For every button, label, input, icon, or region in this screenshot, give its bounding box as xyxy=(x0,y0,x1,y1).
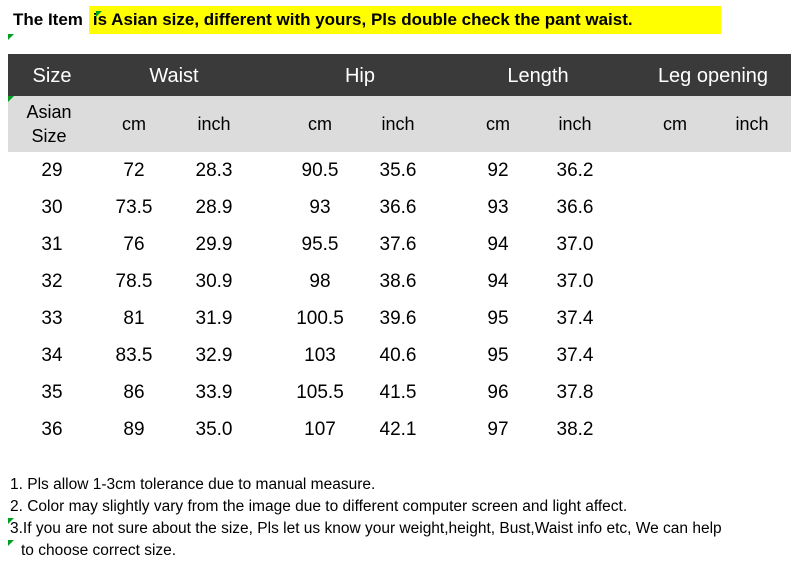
cell-hip-inch: 37.6 xyxy=(379,234,417,255)
cell-hip-inch: 41.5 xyxy=(379,382,417,403)
size-table-header: Size Waist Hip Length Leg opening xyxy=(8,54,791,96)
cell-hip-cm: 95.5 xyxy=(301,234,339,255)
cell-waist-cm: 83.5 xyxy=(115,345,153,366)
table-row: 32 78.5 30.9 98 38.6 94 37.0 xyxy=(8,263,791,300)
cell-waist-inch: 32.9 xyxy=(195,345,233,366)
cell-length-inch: 38.2 xyxy=(556,419,594,440)
cell-waist-inch: 29.9 xyxy=(195,234,233,255)
cell-waist-cm: 89 xyxy=(123,419,145,440)
cell-hip-inch: 35.6 xyxy=(379,160,417,181)
header-size: Size xyxy=(32,65,72,87)
subheader-hip-inch: inch xyxy=(381,114,415,134)
note-tolerance: 1. Pls allow 1-3cm tolerance due to manu… xyxy=(10,476,376,493)
cell-length-inch: 36.6 xyxy=(556,197,594,218)
cell-waist-cm: 86 xyxy=(123,382,145,403)
subheader-leg-cm: cm xyxy=(663,114,687,134)
cell-size: 32 xyxy=(41,271,63,292)
cell-hip-cm: 100.5 xyxy=(296,308,344,329)
cell-hip-inch: 36.6 xyxy=(379,197,417,218)
table-row: 33 81 31.9 100.5 39.6 95 37.4 xyxy=(8,300,791,337)
note-size-help-continued: to choose correct size. xyxy=(21,542,177,559)
cell-hip-inch: 40.6 xyxy=(379,345,417,366)
table-row: 31 76 29.9 95.5 37.6 94 37.0 xyxy=(8,226,791,263)
cell-length-cm: 97 xyxy=(487,419,509,440)
cell-waist-cm: 72 xyxy=(123,160,145,181)
cell-length-inch: 37.0 xyxy=(556,234,594,255)
cell-length-inch: 37.4 xyxy=(556,345,594,366)
subheader-length-cm: cm xyxy=(486,114,510,134)
note-size-help: 3.If you are not sure about the size, Pl… xyxy=(10,520,722,537)
cell-waist-inch: 30.9 xyxy=(195,271,233,292)
header-waist: Waist xyxy=(149,65,199,87)
cell-size: 34 xyxy=(41,345,63,366)
cell-waist-cm: 81 xyxy=(123,308,145,329)
cell-size: 36 xyxy=(41,419,63,440)
table-row: 35 86 33.9 105.5 41.5 96 37.8 xyxy=(8,374,791,411)
subheader-length-inch: inch xyxy=(558,114,592,134)
cell-hip-inch: 38.6 xyxy=(379,271,417,292)
cell-hip-cm: 103 xyxy=(304,345,336,366)
banner-prefix: The Item xyxy=(13,10,83,29)
cell-hip-inch: 42.1 xyxy=(379,419,417,440)
cell-length-cm: 95 xyxy=(487,345,509,366)
cell-waist-cm: 76 xyxy=(123,234,145,255)
cell-length-cm: 92 xyxy=(487,160,509,181)
cell-length-cm: 93 xyxy=(487,197,509,218)
subheader-hip-cm: cm xyxy=(308,114,332,134)
header-hip: Hip xyxy=(344,65,375,87)
subheader-leg-inch: inch xyxy=(735,114,769,134)
cell-comment-marker-icon xyxy=(8,540,14,546)
cell-waist-inch: 35.0 xyxy=(195,419,233,440)
cell-length-cm: 96 xyxy=(487,382,509,403)
subheader-waist-inch: inch xyxy=(197,114,231,134)
note-color: 2. Color may slightly vary from the imag… xyxy=(10,498,628,515)
table-row: 30 73.5 28.9 93 36.6 93 36.6 xyxy=(8,189,791,226)
cell-length-inch: 37.8 xyxy=(556,382,594,403)
size-table-subheader: Asian Size cm inch cm inch cm inch cm in… xyxy=(8,96,791,152)
table-row: 34 83.5 32.9 103 40.6 95 37.4 xyxy=(8,337,791,374)
cell-hip-cm: 90.5 xyxy=(301,160,339,181)
cell-length-inch: 37.0 xyxy=(556,271,594,292)
asian-size-label: Asian Size xyxy=(26,102,72,146)
cell-comment-marker-icon xyxy=(8,96,14,102)
banner-highlight: is Asian size, different with yours, Pls… xyxy=(88,6,721,34)
cell-length-inch: 37.4 xyxy=(556,308,594,329)
subheader-waist-cm: cm xyxy=(122,114,146,134)
cell-waist-cm: 73.5 xyxy=(115,197,153,218)
cell-length-cm: 94 xyxy=(487,234,509,255)
cell-waist-inch: 33.9 xyxy=(195,382,233,403)
size-notice-banner: The Item is Asian size, different with y… xyxy=(8,6,721,34)
cell-hip-cm: 98 xyxy=(309,271,331,292)
cell-size: 30 xyxy=(41,197,63,218)
cell-size: 35 xyxy=(41,382,63,403)
cell-length-cm: 94 xyxy=(487,271,509,292)
header-leg-opening: Leg opening xyxy=(657,65,769,87)
cell-hip-cm: 93 xyxy=(309,197,331,218)
size-table-body: 29 72 28.3 90.5 35.6 92 36.2 30 73.5 28.9 93 36.6 93… xyxy=(8,152,791,448)
cell-length-cm: 95 xyxy=(487,308,509,329)
cell-hip-cm: 107 xyxy=(304,419,336,440)
cell-waist-inch: 31.9 xyxy=(195,308,233,329)
cell-comment-marker-icon xyxy=(8,518,14,524)
cell-comment-marker-icon xyxy=(8,34,14,40)
table-row: 36 89 35.0 107 42.1 97 38.2 xyxy=(8,411,791,448)
cell-size: 33 xyxy=(41,308,63,329)
cell-waist-inch: 28.3 xyxy=(195,160,233,181)
notes-section: 1. Pls allow 1-3cm tolerance due to manu… xyxy=(10,474,722,562)
cell-size: 29 xyxy=(41,160,63,181)
cell-waist-cm: 78.5 xyxy=(115,271,153,292)
cell-hip-inch: 39.6 xyxy=(379,308,417,329)
cell-waist-inch: 28.9 xyxy=(195,197,233,218)
table-row: 29 72 28.3 90.5 35.6 92 36.2 xyxy=(8,152,791,189)
header-length: Length xyxy=(507,65,569,87)
cell-size: 31 xyxy=(41,234,63,255)
cell-comment-marker-icon xyxy=(96,11,102,17)
cell-length-inch: 36.2 xyxy=(556,160,594,181)
cell-hip-cm: 105.5 xyxy=(296,382,344,403)
